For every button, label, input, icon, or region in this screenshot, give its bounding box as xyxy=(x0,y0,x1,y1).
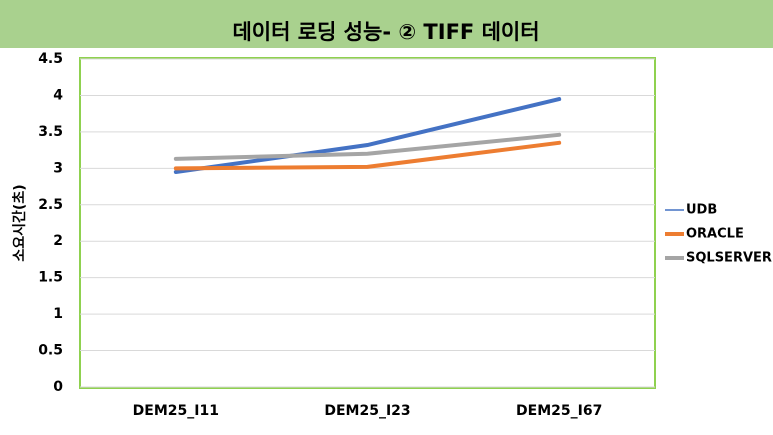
y-tick-label: 2 xyxy=(53,233,63,249)
title-banner xyxy=(0,0,773,48)
y-tick-label: 3 xyxy=(53,160,63,176)
y-tick-label: 4 xyxy=(53,87,63,103)
y-tick-label: 0.5 xyxy=(38,343,63,359)
series-line xyxy=(173,140,562,171)
plot-area xyxy=(79,57,656,389)
legend-label: ORACLE xyxy=(686,227,744,242)
y-tick-label: 2.5 xyxy=(38,197,63,213)
y-tick-label: 0 xyxy=(53,379,63,395)
series-line xyxy=(173,132,562,161)
y-tick-label: 1.5 xyxy=(38,270,63,286)
y-tick-label: 3.5 xyxy=(38,124,63,140)
legend-label: SQLSERVER xyxy=(686,251,772,266)
x-tick-label: DEM25_I11 xyxy=(133,403,219,419)
y-tick-label: 1 xyxy=(53,306,63,322)
x-tick-label: DEM25_I67 xyxy=(516,403,602,419)
series-line xyxy=(173,97,562,174)
legend-label: UDB xyxy=(686,203,717,218)
y-axis-label: 소요시간(초) xyxy=(11,184,28,261)
x-tick-label: DEM25_I23 xyxy=(324,403,410,419)
y-tick-label: 4.5 xyxy=(38,51,63,67)
chart-title: 데이터 로딩 성능- ② TIFF 데이터 xyxy=(232,20,539,44)
